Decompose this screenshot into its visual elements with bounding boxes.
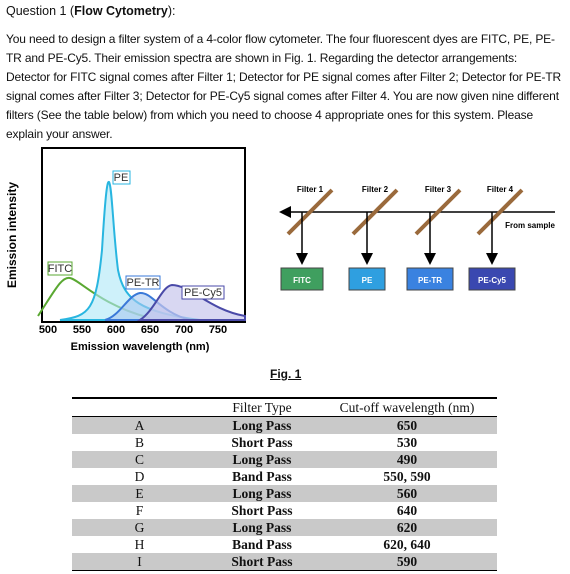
- table-row: H Band Pass 620, 640: [72, 536, 497, 553]
- filter-label: Filter 4: [487, 185, 514, 194]
- detector-label: FITC: [293, 276, 311, 285]
- detector: [406, 267, 454, 291]
- table-cell: Long Pass: [207, 485, 317, 502]
- table-cell: G: [72, 519, 207, 536]
- x-tick-label: 550: [73, 324, 91, 336]
- table-cell: Band Pass: [232, 536, 292, 552]
- from-sample: From sample: [505, 221, 555, 230]
- column-header: Filter Type: [207, 398, 317, 417]
- table-row: I Short Pass 590: [72, 553, 497, 571]
- label-box: [112, 170, 131, 185]
- table-row: G Long Pass 620: [72, 519, 497, 536]
- table-cell: C: [72, 451, 207, 468]
- table-cell: Long Pass: [207, 451, 317, 468]
- header-suffix: ):: [167, 4, 176, 18]
- curve-label: PE: [114, 172, 129, 184]
- detector: [348, 267, 386, 291]
- mirror: [351, 188, 399, 236]
- mirror: [476, 188, 524, 236]
- filter-label: Filter 1: [297, 185, 324, 194]
- x-tick-label: 650: [141, 324, 159, 336]
- table-cell: H: [134, 536, 145, 552]
- detector-label: PE: [362, 276, 373, 285]
- detector: [280, 267, 324, 291]
- filter-label: Filter 3: [425, 185, 452, 194]
- table-cell: Short Pass: [231, 434, 293, 450]
- table-cell: 530: [396, 434, 418, 450]
- filter-label: Filter 2: [362, 185, 389, 194]
- label-box: [181, 285, 225, 300]
- x-tick-label: 600: [107, 324, 125, 336]
- table-row: C Long Pass 490: [72, 451, 497, 468]
- figure-caption: Fig. 1: [270, 367, 302, 381]
- detector: [468, 267, 516, 291]
- x-tick-label: 500: [39, 324, 57, 336]
- table-cell: B: [134, 434, 144, 450]
- mirror: [286, 188, 334, 236]
- table-row: F Short Pass 640: [72, 502, 497, 519]
- x-ticks: 500 550 600 650 700 750: [39, 324, 227, 336]
- table-cell: Long Pass: [207, 519, 317, 536]
- table-cell: A: [72, 416, 207, 434]
- detector-label: PE-Cy5: [478, 276, 507, 285]
- y-axis-label: Emission intensity: [5, 182, 19, 288]
- table-cell: 490: [317, 451, 497, 468]
- table-row: D Band Pass 550, 590: [72, 468, 497, 485]
- table-cell: Short Pass: [231, 502, 293, 518]
- pe-cy5-curve: [136, 283, 246, 321]
- table-cell: 590: [317, 553, 497, 571]
- curve-label: FITC: [48, 263, 72, 275]
- table-cell: F: [135, 502, 144, 518]
- table-cell: 650: [317, 416, 497, 434]
- x-tick-label: 700: [175, 324, 193, 336]
- table-cell: 560: [317, 485, 497, 502]
- table-cell: 640: [396, 502, 418, 518]
- curve-label: PE-Cy5: [184, 287, 222, 299]
- table-cell: D: [134, 468, 145, 484]
- header-topic: Flow Cytometry: [74, 4, 168, 18]
- filter-table: Filter Type Cut-off wavelength (nm) A Long…: [72, 397, 497, 571]
- label-box: [125, 275, 161, 290]
- table-cell: I: [72, 553, 207, 571]
- x-axis-label: Emission wavelength (nm): [71, 341, 210, 353]
- table-cell: 550, 590: [383, 468, 431, 484]
- header-prefix: Question 1 (: [6, 4, 75, 18]
- column-header: Cut-off wavelength (nm): [317, 398, 497, 417]
- table-cell: Band Pass: [232, 468, 292, 484]
- table-row: B Short Pass 530: [72, 434, 497, 451]
- table-cell: Short Pass: [207, 553, 317, 571]
- table-header: Filter Type Cut-off wavelength (nm): [72, 398, 497, 417]
- table-cell: 620: [317, 519, 497, 536]
- table-row: A Long Pass 650: [72, 416, 497, 434]
- table-cell: E: [72, 485, 207, 502]
- curve-label: PE-TR: [127, 277, 160, 289]
- figure: FITC PE PE-TR PE-Cy5 500 550 600 650 700 750 …: [5, 147, 555, 353]
- x-tick-label: 750: [209, 324, 227, 336]
- table-row: E Long Pass 560: [72, 485, 497, 502]
- table-cell: Long Pass: [207, 416, 317, 434]
- label-box: [47, 261, 73, 276]
- table-cell: 620, 640: [383, 536, 431, 552]
- question-body: You need to design a filter system of a …: [6, 32, 562, 141]
- mirror: [414, 188, 462, 236]
- filters: Filter 1 FITC Filter 2 PE Filter 3 PE-TR Filte…: [280, 185, 524, 291]
- question-header: Question 1 (Flow Cytometry):: [6, 4, 176, 18]
- detector-label: PE-TR: [418, 276, 442, 285]
